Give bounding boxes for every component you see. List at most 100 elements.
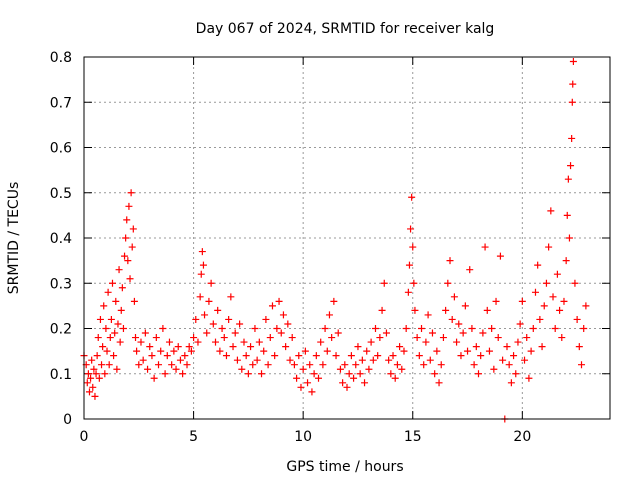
data-point <box>531 288 539 296</box>
data-point <box>172 365 180 373</box>
data-point <box>168 361 176 369</box>
x-tick-label: 15 <box>404 429 422 445</box>
data-point <box>144 365 152 373</box>
data-point <box>374 352 382 360</box>
data-point <box>336 365 344 373</box>
data-point <box>358 356 366 364</box>
data-point <box>87 374 95 382</box>
data-point <box>461 302 469 310</box>
data-point <box>560 297 568 305</box>
data-point <box>165 338 173 346</box>
data-point <box>424 311 432 319</box>
data-point <box>507 379 515 387</box>
data-point <box>529 325 537 332</box>
data-point <box>319 361 327 369</box>
data-point <box>477 352 485 360</box>
data-point <box>435 379 443 387</box>
data-point <box>94 334 102 342</box>
data-point <box>249 361 257 369</box>
data-point <box>490 365 498 373</box>
x-tick-label: 5 <box>189 429 198 445</box>
data-point <box>96 315 104 323</box>
data-point <box>426 356 434 364</box>
data-point <box>466 266 474 274</box>
y-tick-label: 0.6 <box>50 141 72 157</box>
data-point <box>135 361 143 369</box>
data-point <box>288 334 296 342</box>
data-point <box>499 356 507 364</box>
data-point <box>218 325 226 332</box>
data-point <box>527 347 535 355</box>
data-point <box>492 297 500 305</box>
data-point <box>315 374 323 382</box>
data-point <box>325 311 333 319</box>
data-point <box>132 334 140 342</box>
data-point <box>483 306 491 314</box>
data-point <box>475 370 482 378</box>
data-point <box>115 266 123 274</box>
data-point <box>258 370 266 378</box>
data-point <box>111 329 119 337</box>
data-point <box>573 315 581 323</box>
data-point <box>293 374 301 382</box>
y-tick-label: 0.8 <box>50 50 72 66</box>
data-point <box>534 261 542 269</box>
data-point <box>229 343 237 351</box>
data-point <box>382 329 390 337</box>
data-point <box>339 379 347 387</box>
data-point <box>284 320 292 328</box>
data-point <box>112 297 120 305</box>
data-point <box>361 379 369 387</box>
data-point <box>295 352 303 360</box>
data-point <box>575 343 583 351</box>
data-point <box>209 320 217 328</box>
data-point <box>393 361 401 369</box>
data-point <box>306 361 314 369</box>
data-point <box>540 302 548 310</box>
data-point <box>468 325 476 332</box>
data-point <box>297 383 305 391</box>
y-axis-label: SRMTID / TECUs <box>6 182 22 295</box>
data-point <box>231 329 239 337</box>
data-point <box>420 361 428 369</box>
data-point <box>163 352 171 360</box>
data-point <box>124 257 132 265</box>
data-point <box>569 58 577 66</box>
data-point <box>312 352 320 360</box>
data-point <box>161 370 169 378</box>
data-point <box>187 347 195 355</box>
data-point <box>251 325 259 332</box>
data-point <box>266 334 274 342</box>
data-point <box>558 334 566 342</box>
chart-title: Day 067 of 2024, SRMTID for receiver kal… <box>196 21 495 37</box>
data-point <box>262 315 270 323</box>
data-point <box>116 338 124 346</box>
data-point <box>563 211 571 219</box>
data-point <box>389 352 397 360</box>
grid <box>84 57 610 419</box>
data-point <box>95 374 103 382</box>
data-point <box>564 175 572 183</box>
data-point <box>411 306 419 314</box>
data-point <box>129 225 137 233</box>
data-point <box>279 311 287 319</box>
data-point <box>198 248 206 256</box>
data-points <box>80 58 590 423</box>
data-point <box>194 338 202 346</box>
data-point <box>133 347 141 355</box>
data-point <box>179 370 187 378</box>
data-point <box>459 329 467 337</box>
data-point <box>453 338 461 346</box>
data-point <box>102 325 110 332</box>
data-point <box>494 334 502 342</box>
data-point <box>551 325 559 332</box>
data-point <box>159 325 167 332</box>
data-point <box>510 352 518 360</box>
data-point <box>103 347 111 355</box>
data-point <box>119 325 127 332</box>
data-point <box>391 374 399 382</box>
data-point <box>330 297 338 305</box>
data-point <box>569 80 577 88</box>
data-point <box>240 338 248 346</box>
data-point <box>216 347 224 355</box>
